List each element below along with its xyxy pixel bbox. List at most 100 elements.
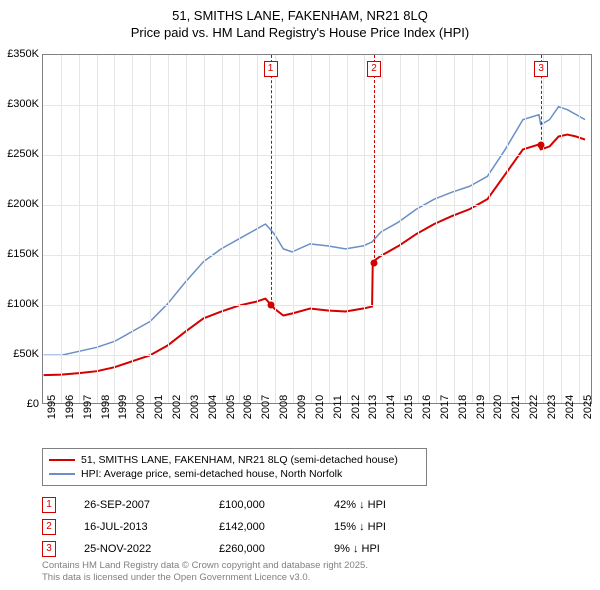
x-axis-tick-label: 1999 (117, 395, 129, 419)
gridline-v (329, 55, 330, 403)
x-axis-tick-label: 2010 (314, 395, 326, 419)
x-axis-tick-label: 2007 (260, 395, 272, 419)
gridline-v (347, 55, 348, 403)
legend-row-hpi: HPI: Average price, semi-detached house,… (49, 467, 420, 481)
sale-marker-dot (267, 302, 274, 309)
sale-marker-box: 1 (264, 61, 278, 77)
x-axis-tick-label: 2022 (528, 395, 540, 419)
sale-row-price: £100,000 (219, 499, 334, 511)
gridline-v (400, 55, 401, 403)
x-axis-tick-label: 2019 (475, 395, 487, 419)
gridline-v (525, 55, 526, 403)
legend-label-hpi: HPI: Average price, semi-detached house,… (81, 468, 342, 480)
legend-label-price-paid: 51, SMITHS LANE, FAKENHAM, NR21 8LQ (sem… (81, 454, 398, 466)
x-axis-tick-label: 2015 (403, 395, 415, 419)
gridline-v (239, 55, 240, 403)
x-axis-tick-label: 2000 (135, 395, 147, 419)
gridline-v (204, 55, 205, 403)
y-axis-tick-label: £50K (13, 348, 39, 360)
x-axis-tick-label: 2006 (242, 395, 254, 419)
gridline-h (43, 255, 591, 256)
gridline-v (79, 55, 80, 403)
y-axis-tick-label: £250K (7, 148, 39, 160)
y-axis-tick-label: £0 (27, 398, 39, 410)
gridline-v (436, 55, 437, 403)
gridline-v (150, 55, 151, 403)
sale-row-diff: 9% ↓ HPI (334, 543, 434, 555)
y-axis-tick-label: £300K (7, 98, 39, 110)
chart-title-line2: Price paid vs. HM Land Registry's House … (0, 25, 600, 42)
y-axis-tick-label: £350K (7, 48, 39, 60)
gridline-v (257, 55, 258, 403)
gridline-v (454, 55, 455, 403)
gridline-v (222, 55, 223, 403)
sale-marker-line (271, 55, 272, 305)
y-axis-tick-label: £200K (7, 198, 39, 210)
legend-swatch-hpi (49, 473, 75, 475)
chart-legend: 51, SMITHS LANE, FAKENHAM, NR21 8LQ (sem… (42, 448, 427, 486)
sale-row-diff: 42% ↓ HPI (334, 499, 434, 511)
y-axis-tick-label: £100K (7, 298, 39, 310)
gridline-v (168, 55, 169, 403)
sale-row-diff: 15% ↓ HPI (334, 521, 434, 533)
gridline-h (43, 155, 591, 156)
gridline-v (472, 55, 473, 403)
x-axis-tick-label: 2020 (492, 395, 504, 419)
legend-row-price-paid: 51, SMITHS LANE, FAKENHAM, NR21 8LQ (sem… (49, 453, 420, 467)
sale-marker-dot (371, 260, 378, 267)
x-axis-tick-label: 2005 (225, 395, 237, 419)
x-axis-tick-label: 1997 (82, 395, 94, 419)
sale-row-price: £260,000 (219, 543, 334, 555)
x-axis-tick-label: 2024 (564, 395, 576, 419)
x-axis-tick-label: 2011 (332, 395, 344, 419)
sale-row-date: 26-SEP-2007 (84, 499, 219, 511)
gridline-v (97, 55, 98, 403)
gridline-v (186, 55, 187, 403)
x-axis-tick-label: 2004 (207, 395, 219, 419)
x-axis-tick-label: 2008 (278, 395, 290, 419)
sale-row-marker: 3 (42, 541, 56, 557)
gridline-v (364, 55, 365, 403)
gridline-h (43, 205, 591, 206)
x-axis-tick-label: 2001 (153, 395, 165, 419)
gridline-v (275, 55, 276, 403)
gridline-v (418, 55, 419, 403)
x-axis-tick-label: 2002 (171, 395, 183, 419)
gridline-v (132, 55, 133, 403)
sale-row-date: 25-NOV-2022 (84, 543, 219, 555)
x-axis-tick-label: 2021 (510, 395, 522, 419)
y-axis-tick-label: £150K (7, 248, 39, 260)
sale-table-row: 216-JUL-2013£142,00015% ↓ HPI (42, 516, 434, 538)
x-axis-tick-label: 2023 (546, 395, 558, 419)
x-axis-tick-label: 2014 (385, 395, 397, 419)
sale-row-date: 16-JUL-2013 (84, 521, 219, 533)
sale-row-marker: 1 (42, 497, 56, 513)
gridline-v (311, 55, 312, 403)
gridline-h (43, 105, 591, 106)
footer-line1: Contains HM Land Registry data © Crown c… (42, 560, 368, 572)
x-axis-tick-label: 1995 (46, 395, 58, 419)
chart-footer: Contains HM Land Registry data © Crown c… (42, 560, 368, 584)
sale-marker-box: 2 (367, 61, 381, 77)
gridline-v (489, 55, 490, 403)
gridline-v (61, 55, 62, 403)
sale-events-table: 1 26-SEP-2007£100,00042% ↓ HPI 216-JUL-201… (42, 494, 434, 560)
x-axis-tick-label: 2003 (189, 395, 201, 419)
sale-marker-line (374, 55, 375, 263)
gridline-h (43, 305, 591, 306)
gridline-v (579, 55, 580, 403)
chart-title-line1: 51, SMITHS LANE, FAKENHAM, NR21 8LQ (0, 8, 600, 25)
gridline-h (43, 355, 591, 356)
x-axis-tick-label: 2025 (582, 395, 594, 419)
x-axis-tick-label: 2013 (367, 395, 379, 419)
series-hpi-line (44, 107, 585, 356)
sale-marker-dot (538, 142, 545, 149)
gridline-v (382, 55, 383, 403)
x-axis-tick-label: 2012 (350, 395, 362, 419)
chart-lines (43, 55, 591, 403)
x-axis-tick-label: 1996 (64, 395, 76, 419)
sale-table-row: 1 26-SEP-2007£100,00042% ↓ HPI (42, 494, 434, 516)
chart-plot-area: 123 (42, 54, 592, 404)
gridline-v (114, 55, 115, 403)
x-axis-tick-label: 2017 (439, 395, 451, 419)
